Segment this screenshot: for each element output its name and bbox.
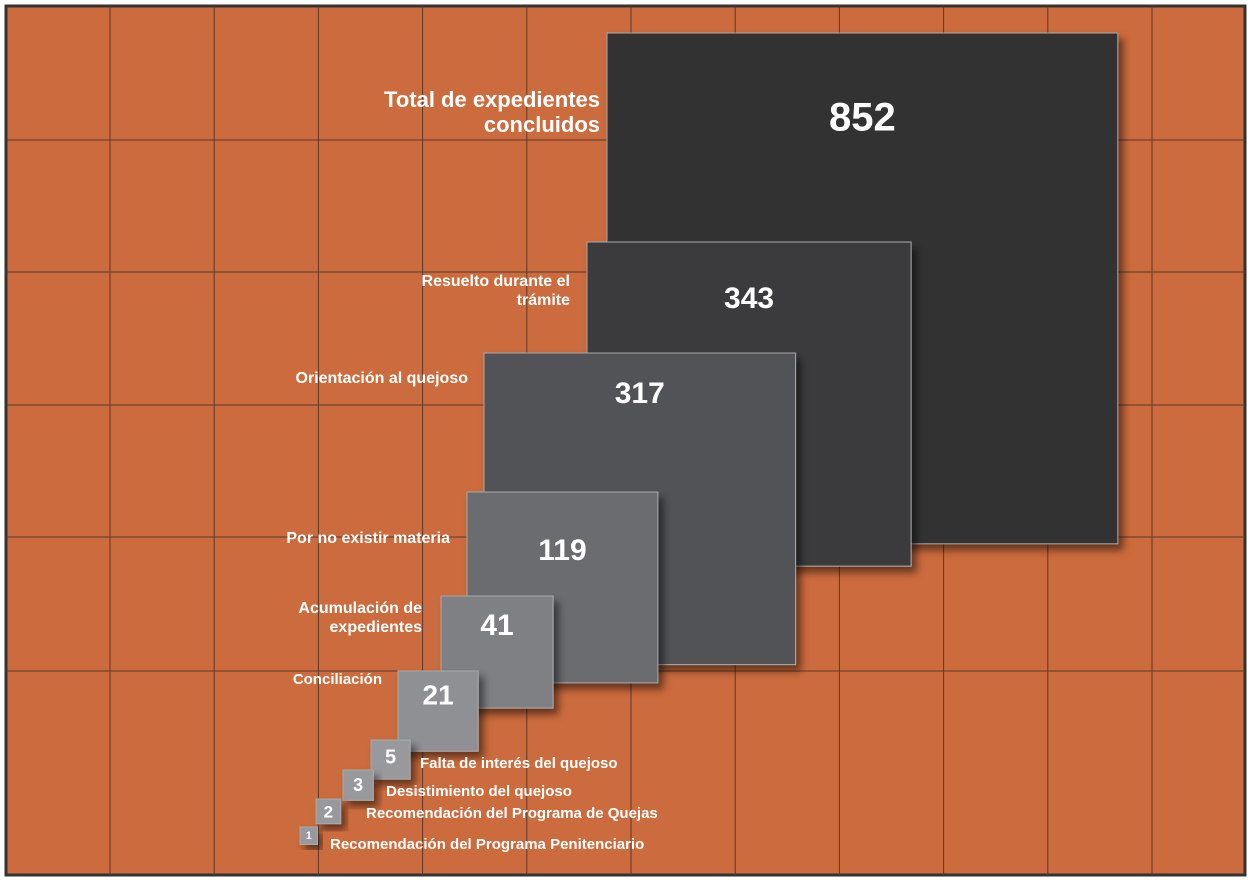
square <box>315 798 342 825</box>
value-label: 343 <box>724 282 774 315</box>
square <box>370 739 411 780</box>
value-label: 41 <box>480 609 513 642</box>
value-label: 21 <box>423 679 454 710</box>
square <box>397 670 479 752</box>
square <box>299 826 318 845</box>
category-label: Total de expedientes concluidos <box>384 86 600 138</box>
value-label: 852 <box>829 96 896 140</box>
category-label: Recomendación del Programa de Quejas <box>366 805 658 822</box>
category-label: Resuelto durante el trámite <box>421 273 570 309</box>
value-label: 1 <box>306 830 312 842</box>
category-label: Conciliación <box>292 671 382 688</box>
value-label: 2 <box>324 802 333 821</box>
category-label: Por no existir materia <box>286 530 450 548</box>
category-label: Acumulación de expedientes <box>298 600 422 636</box>
value-label: 5 <box>385 746 396 768</box>
value-label: 119 <box>538 534 586 567</box>
square <box>342 769 374 801</box>
category-label: Falta de interés del quejoso <box>420 755 618 772</box>
value-label: 317 <box>615 377 665 410</box>
category-label: Recomendación del Programa Penitenciario <box>330 836 645 853</box>
category-label: Orientación al quejoso <box>295 370 468 388</box>
value-label: 3 <box>353 775 363 795</box>
category-label: Desistimiento del quejoso <box>386 783 572 800</box>
